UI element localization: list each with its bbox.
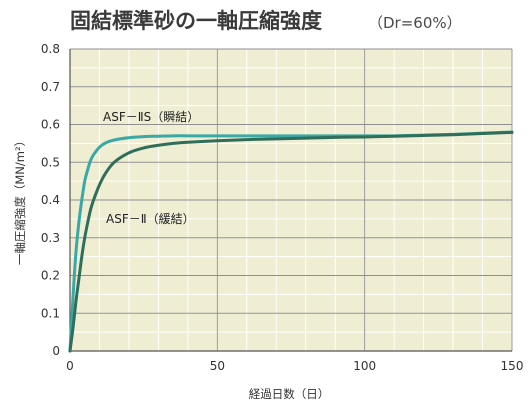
y-tick-label: 0.1 xyxy=(41,306,60,320)
plot-area: 0 0.1 0.2 0.3 0.4 0.5 0.6 0.7 0.8 0 50 100 150 xyxy=(41,42,524,373)
y-tick-label: 0.4 xyxy=(41,193,60,207)
y-tick-label: 0.3 xyxy=(41,231,60,245)
annotation-asf-2s: ASF－ⅡS（瞬結） xyxy=(103,110,199,124)
y-axis-label: 一軸圧縮強度（MN/m²） xyxy=(13,135,27,265)
y-tick-label: 0.8 xyxy=(41,42,60,56)
y-tick-label: 0.7 xyxy=(41,80,60,94)
x-tick-label: 0 xyxy=(66,359,74,373)
x-tick-label: 50 xyxy=(210,359,225,373)
x-tick-label: 100 xyxy=(353,359,376,373)
x-tick-label: 150 xyxy=(501,359,524,373)
y-tick-label: 0.2 xyxy=(41,269,60,283)
chart-title: 固結標準砂の一軸圧縮強度 xyxy=(70,9,322,33)
series-line-asf-2 xyxy=(68,130,514,353)
y-tick-label: 0.6 xyxy=(41,118,60,132)
annotation-asf-2: ASF－Ⅱ（緩結） xyxy=(106,212,195,226)
y-tick-label: 0.5 xyxy=(41,155,60,169)
y-tick-label: 0 xyxy=(52,344,60,358)
x-axis-label: 経過日数（日） xyxy=(249,387,330,401)
chart-subtitle: （Dr=60%） xyxy=(368,14,462,32)
